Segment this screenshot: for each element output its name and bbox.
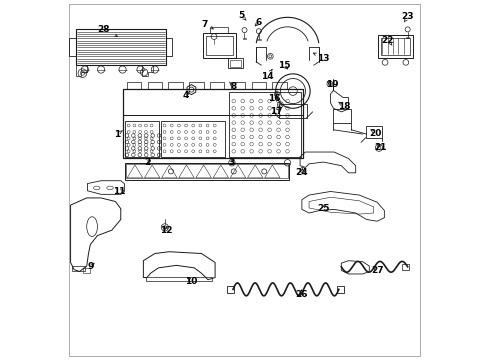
Bar [242,38,246,39]
Bar [147,82,162,89]
Text: 9: 9 [88,262,94,271]
Bar [123,89,302,115]
Bar [230,59,241,67]
Bar [365,126,381,138]
Bar [257,39,260,40]
Bar [272,82,286,89]
Text: 19: 19 [325,81,338,90]
Text: 21: 21 [373,143,386,152]
Text: 14: 14 [261,72,274,81]
Text: 27: 27 [370,266,383,275]
Text: 24: 24 [295,168,307,177]
Bar [251,82,265,89]
Bar [333,109,351,123]
Text: 6: 6 [255,18,262,27]
Text: 7: 7 [202,19,208,28]
Text: 12: 12 [160,226,172,235]
Bar [228,58,242,68]
Bar [72,266,85,271]
Text: 2: 2 [143,158,150,167]
Bar [336,286,344,293]
Bar [161,121,225,157]
Text: 5: 5 [237,10,244,19]
Text: 1: 1 [114,130,120,139]
Bar [405,37,408,38]
Text: 26: 26 [294,289,307,298]
Bar [168,82,183,89]
Text: 22: 22 [381,36,393,45]
Text: 13: 13 [317,54,329,63]
Text: 15: 15 [277,61,289,70]
Bar [210,27,228,33]
Bar [203,33,235,58]
Text: 17: 17 [269,107,282,116]
Bar [126,82,141,89]
Bar [125,163,288,180]
Text: 4: 4 [182,91,188,100]
Bar [227,286,234,293]
Bar [145,277,212,281]
Bar [228,92,300,157]
Text: 8: 8 [230,82,236,91]
Bar [377,35,412,58]
Text: 20: 20 [368,129,381,138]
Bar [83,268,89,273]
Bar [189,82,203,89]
Bar [125,121,159,157]
Bar [206,36,232,55]
Bar [210,82,224,89]
Text: 3: 3 [228,158,235,167]
Text: 18: 18 [337,102,350,111]
Text: 10: 10 [185,276,197,285]
Bar [401,264,408,270]
Text: 23: 23 [401,12,413,21]
Bar [126,164,287,178]
Text: 25: 25 [317,204,329,213]
Bar [380,38,409,55]
Bar [230,82,244,89]
Text: 16: 16 [267,94,280,103]
Bar [123,89,302,158]
Text: 28: 28 [98,25,110,34]
Text: 11: 11 [113,187,126,196]
Bar [76,30,165,65]
Bar [279,104,306,118]
